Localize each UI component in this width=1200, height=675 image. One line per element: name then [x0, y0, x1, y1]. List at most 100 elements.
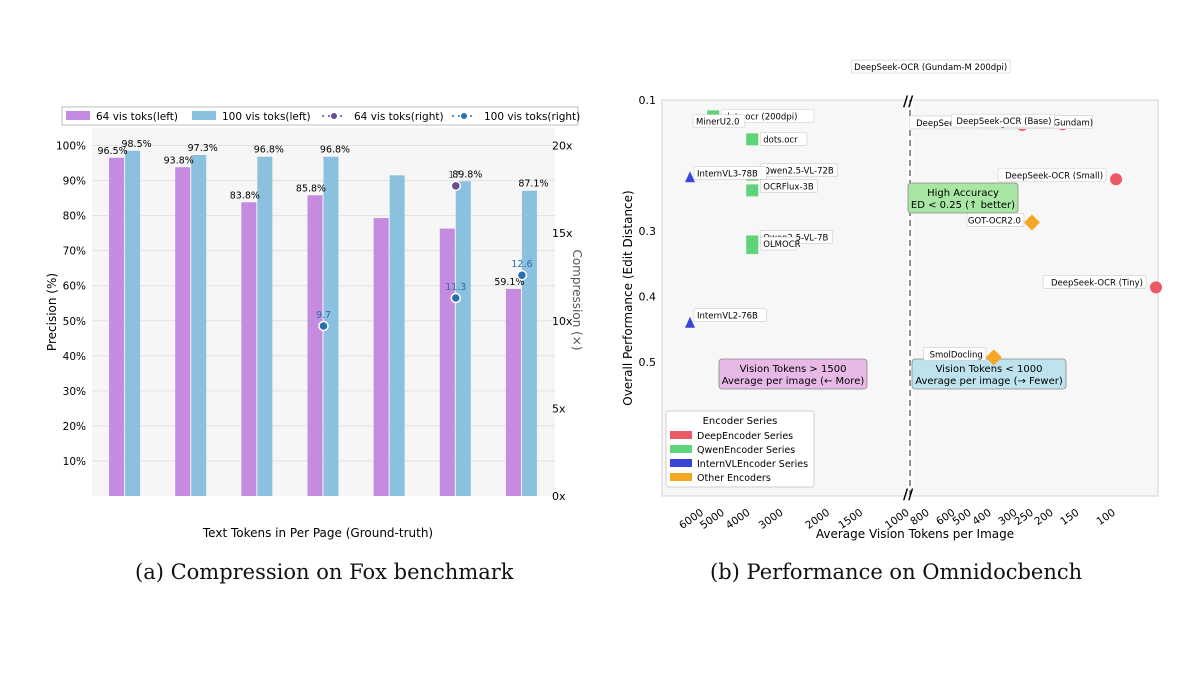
chart-b-annotation-text: Average per image (← More)	[722, 376, 865, 387]
chart-a-bar-value: 96.5%	[97, 146, 127, 157]
chart-a-bar-value: 93.8%	[164, 155, 194, 166]
point-internvl2-76b	[685, 316, 695, 328]
chart-a-bar-blue	[257, 156, 273, 496]
chart-b-x-tick-label: 150	[1058, 507, 1081, 528]
point-label-box	[759, 132, 808, 146]
point-label-box	[759, 236, 798, 251]
chart-a-y2-tick-label: 0x	[552, 490, 566, 503]
point-label-deepseek-ocr-small: DeepSeek-OCR (Small)	[1005, 171, 1103, 181]
chart-a-bar-value: 87.1%	[518, 179, 548, 190]
chart-b-annotation-box	[718, 358, 868, 390]
point-label-olmocr: OLMOCR	[763, 240, 800, 250]
chart-a-bar-purple	[109, 157, 125, 497]
point-label-mineru2-0: MinerU2.0	[696, 118, 740, 128]
legend-marker-dark-blue	[461, 113, 467, 119]
chart-b-x-tick-label: 200	[1032, 507, 1055, 528]
chart-a-right-point-label: 11.3	[445, 282, 466, 293]
chart-a-right-point-label: 9.7	[316, 310, 331, 321]
legend-deepencoder: DeepEncoder Series	[697, 431, 793, 442]
point-label-box	[951, 113, 1055, 128]
legend-item-0: 64 vis toks(left)	[96, 111, 178, 123]
chart-a-y-tick-label: 20%	[63, 421, 86, 433]
point-smoldocling	[985, 349, 1002, 366]
legend-swatch-other	[670, 473, 692, 481]
chart-a-bars	[109, 150, 537, 497]
point-label-got-ocr2-0: GOT-OCR2.0	[968, 216, 1021, 226]
chart-b-y-tick-label: 0.4	[639, 291, 657, 304]
chart-b-point-labels: DeepSeek-OCR (Gundam-M 200dpi) DeepSeek-O…	[692, 59, 1147, 361]
chart-b-legend: Encoder Series DeepEncoder Series QwenEn…	[665, 410, 815, 488]
chart-a: 10% 20% 30% 40% 50% 60% 70% 80% 90% 100% 0x 5x 10x 1…	[45, 106, 584, 540]
chart-a-legend-box	[61, 106, 579, 126]
chart-a-right-point	[450, 292, 462, 304]
chart-a-y2-tick-label: 5x	[552, 402, 566, 415]
chart-b-x-tick-label: 800	[908, 507, 931, 528]
chart-a-x-axis-label: Text Tokens in Per Page (Ground-truth)	[202, 526, 433, 540]
legend-internvlencoder: InternVLEncoder Series	[697, 459, 808, 470]
legend-item-3: 100 vis toks(right)	[484, 111, 580, 123]
chart-a-y-tick-label: 80%	[63, 211, 86, 223]
chart-b-x-tick-label: 4000	[724, 507, 753, 532]
point-label-box	[759, 179, 818, 193]
chart-b-y-ticks: 0.1 0.3 0.4 0.5	[639, 94, 657, 369]
chart-a-y-tick-label: 40%	[63, 351, 86, 363]
chart-a-bar-value: 59.1%	[494, 277, 524, 288]
chart-a-right-point	[318, 320, 329, 332]
legend-swatch-blue	[192, 111, 216, 120]
point-label-box	[966, 213, 1025, 227]
chart-a-y2-tick-label: 20x	[552, 140, 573, 153]
point-ocrflux-3b	[746, 184, 759, 197]
legend-qwenencoder: QwenEncoder Series	[697, 445, 795, 456]
axis-break-mark-bottom: //	[903, 487, 914, 503]
point-internvl3-78b	[685, 171, 695, 183]
chart-a-bar-blue	[389, 175, 405, 497]
legend-swatch-purple	[66, 111, 90, 120]
point-label-deepseek-ocr-base: DeepSeek-OCR (Base)	[956, 117, 1051, 127]
chart-b-legend-box	[665, 410, 815, 488]
chart-b-x-tick-label: 5000	[698, 507, 727, 532]
chart-a-y2-ticks: 0x 5x 10x 15x 20x	[552, 140, 573, 503]
chart-b-y-tick-label: 0.3	[639, 225, 657, 238]
chart-a-bar-value: 85.8%	[296, 183, 326, 194]
chart-a-bar-purple	[373, 218, 389, 496]
chart-b-y-tick-label: 0.5	[639, 356, 657, 369]
chart-a-right-point-label: 17.	[448, 170, 463, 181]
chart-a-bar-purple	[307, 195, 323, 496]
chart-a-bar-value: 97.3%	[188, 143, 218, 154]
chart-b-x-tick-label: 400	[970, 507, 993, 528]
chart-a-bar-blue	[191, 154, 207, 496]
chart-a-bar-value: 83.8%	[230, 190, 260, 201]
chart-b-x-axis-label: Average Vision Tokens per Image	[816, 527, 1014, 541]
chart-a-y-tick-label: 70%	[63, 246, 86, 258]
chart-b-x-tick-label: 100	[1094, 507, 1117, 528]
chart-a-bar-value: 98.5%	[121, 139, 151, 150]
legend-item-1: 100 vis toks(left)	[222, 111, 311, 123]
chart-b-annotation-text: Average per image (→ Fewer)	[915, 376, 1063, 387]
point-dots-ocr	[746, 133, 759, 146]
point-label-box	[693, 165, 767, 180]
chart-a-y2-tick-label: 15x	[552, 227, 573, 240]
chart-a-y2-axis-label: Compression (×)	[570, 249, 584, 350]
chart-a-bar-blue	[455, 181, 471, 496]
chart-a-bar-purple	[439, 228, 455, 496]
chart-a-y-tick-label: 10%	[63, 456, 86, 468]
chart-a-y-tick-label: 90%	[63, 176, 86, 188]
point-label-box	[850, 59, 1011, 74]
point-label-box	[997, 167, 1107, 182]
caption-a: (a) Compression on Fox benchmark	[135, 560, 514, 584]
chart-a-bar-blue	[521, 190, 537, 497]
chart-b-y-tick-label: 0.1	[639, 94, 657, 107]
chart-a-right-point	[450, 180, 462, 192]
point-label-internvl2-76b: InternVL2-76B	[697, 312, 758, 322]
chart-a-y-ticks: 10% 20% 30% 40% 50% 60% 70% 80% 90% 100%	[56, 141, 86, 468]
point-olmocr	[746, 242, 759, 255]
chart-a-y-tick-label: 30%	[63, 386, 86, 398]
legend-swatch-qwenencoder	[670, 445, 692, 453]
point-deepseek-ocr-small	[1110, 173, 1123, 186]
chart-a-y2-tick-label: 10x	[552, 315, 573, 328]
chart-b-annotation-box	[907, 182, 1019, 214]
point-label-box	[693, 308, 767, 323]
